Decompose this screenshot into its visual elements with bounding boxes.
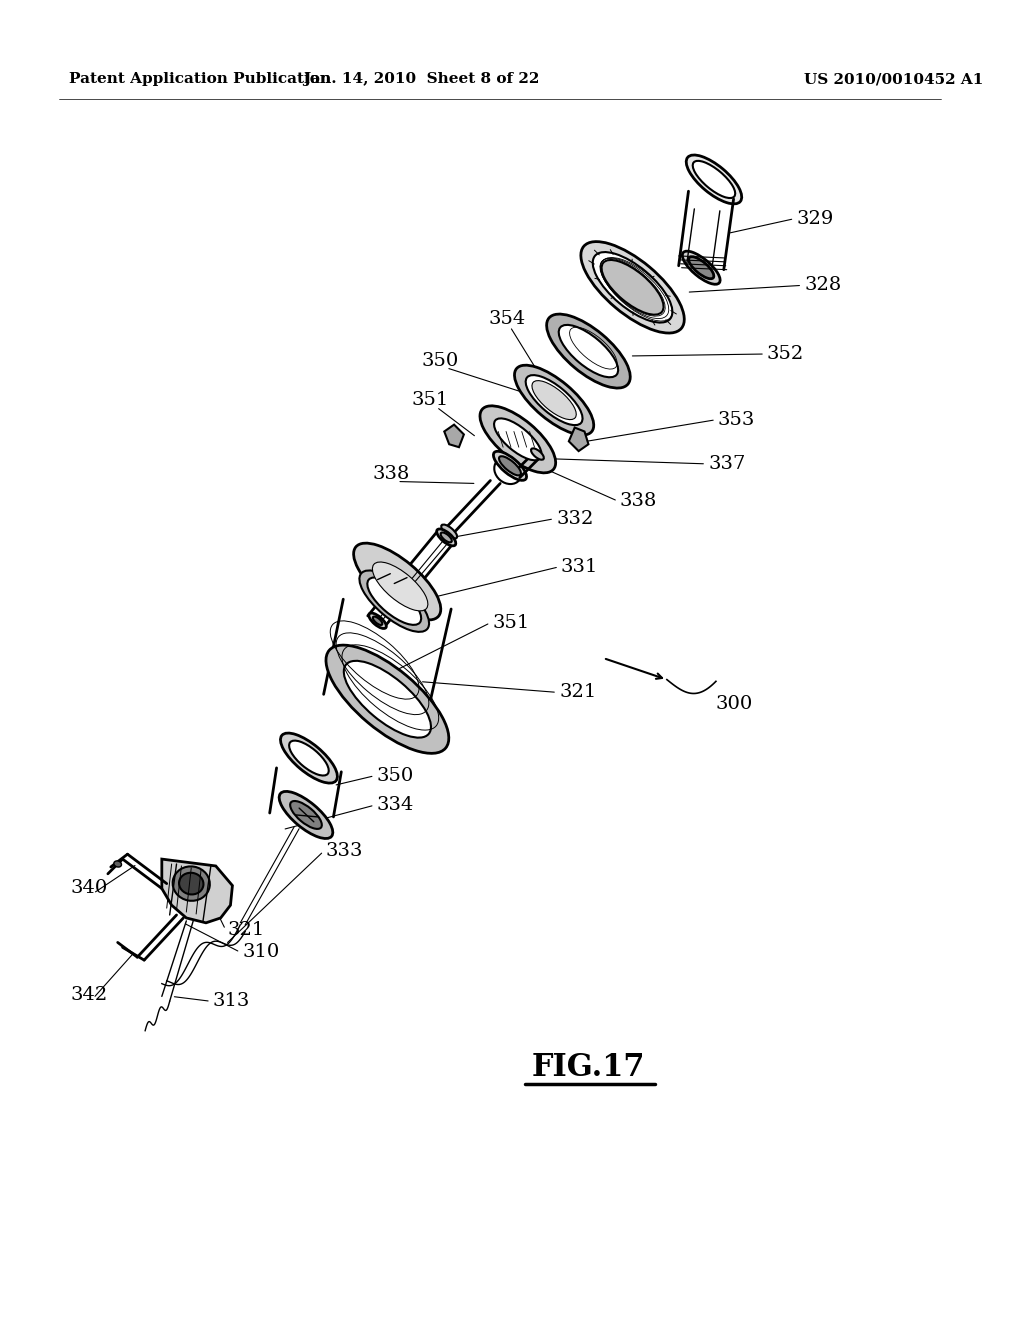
Ellipse shape	[593, 252, 673, 322]
Text: 350: 350	[422, 352, 459, 370]
Ellipse shape	[280, 792, 333, 838]
Text: 334: 334	[377, 796, 414, 814]
Text: US 2010/0010452 A1: US 2010/0010452 A1	[804, 73, 984, 86]
Ellipse shape	[682, 251, 720, 284]
Text: 342: 342	[71, 986, 108, 1005]
Polygon shape	[444, 425, 464, 447]
Ellipse shape	[373, 616, 382, 624]
Ellipse shape	[440, 532, 452, 543]
Ellipse shape	[688, 256, 714, 279]
Polygon shape	[162, 859, 232, 923]
Ellipse shape	[686, 154, 741, 203]
Text: Patent Application Publication: Patent Application Publication	[69, 73, 331, 86]
Ellipse shape	[290, 801, 322, 829]
Text: 351: 351	[493, 614, 529, 632]
Ellipse shape	[692, 161, 735, 198]
Text: 310: 310	[243, 944, 280, 961]
Text: 340: 340	[71, 879, 108, 896]
Text: FIG.17: FIG.17	[531, 1052, 645, 1082]
Ellipse shape	[547, 314, 630, 388]
Ellipse shape	[359, 570, 429, 632]
Text: Jan. 14, 2010  Sheet 8 of 22: Jan. 14, 2010 Sheet 8 of 22	[303, 73, 540, 86]
Text: 338: 338	[373, 465, 410, 483]
Text: 332: 332	[556, 510, 594, 528]
Ellipse shape	[494, 451, 526, 480]
Text: 321: 321	[559, 684, 596, 701]
Ellipse shape	[368, 577, 421, 624]
Text: 313: 313	[213, 993, 250, 1010]
Ellipse shape	[480, 405, 556, 473]
Text: 352: 352	[767, 345, 804, 363]
Ellipse shape	[441, 524, 457, 539]
Text: 338: 338	[620, 492, 657, 510]
Ellipse shape	[326, 645, 449, 754]
Ellipse shape	[173, 866, 210, 900]
Text: 351: 351	[412, 391, 450, 409]
Ellipse shape	[369, 612, 386, 628]
Ellipse shape	[353, 543, 440, 620]
Ellipse shape	[289, 741, 329, 776]
Ellipse shape	[281, 733, 337, 783]
Text: 333: 333	[326, 842, 364, 861]
Ellipse shape	[514, 366, 594, 436]
Ellipse shape	[531, 380, 577, 420]
Ellipse shape	[581, 242, 684, 333]
Text: 337: 337	[708, 455, 745, 473]
Ellipse shape	[601, 260, 664, 314]
Ellipse shape	[499, 457, 521, 475]
Ellipse shape	[559, 325, 618, 378]
Ellipse shape	[525, 375, 583, 425]
Text: 353: 353	[718, 411, 756, 429]
Text: 328: 328	[804, 276, 842, 294]
Ellipse shape	[179, 873, 204, 895]
Text: 321: 321	[227, 921, 265, 939]
Text: 329: 329	[797, 210, 834, 227]
Text: 331: 331	[561, 558, 598, 576]
Text: 354: 354	[488, 310, 525, 327]
Ellipse shape	[531, 449, 544, 459]
Ellipse shape	[494, 418, 542, 461]
Ellipse shape	[436, 529, 456, 546]
Text: 300: 300	[716, 696, 754, 713]
Text: 350: 350	[377, 767, 414, 784]
Ellipse shape	[114, 861, 122, 867]
Ellipse shape	[344, 661, 431, 738]
Ellipse shape	[373, 562, 428, 611]
Polygon shape	[568, 428, 589, 451]
